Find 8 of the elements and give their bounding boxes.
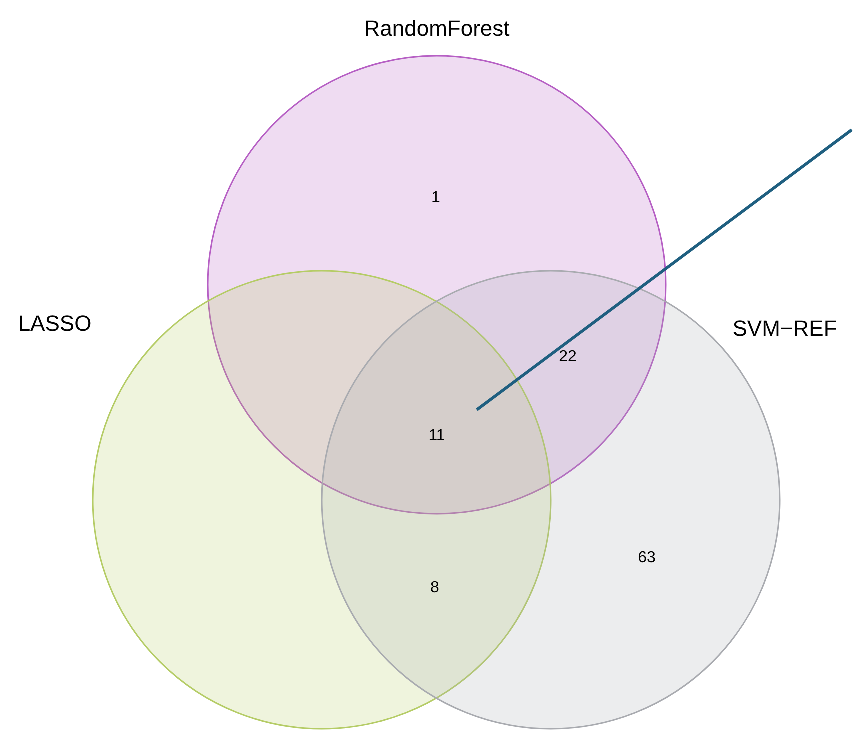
text: 8 <box>430 579 440 596</box>
data-label: 1 <box>432 189 441 206</box>
category-label: LASSO <box>18 311 92 336</box>
text: 22 <box>559 348 577 366</box>
category-label: SVM−REF <box>732 316 838 342</box>
data-label: 63 <box>638 549 656 566</box>
category-label: RandomForest <box>364 16 510 42</box>
text: 11 <box>428 427 446 444</box>
